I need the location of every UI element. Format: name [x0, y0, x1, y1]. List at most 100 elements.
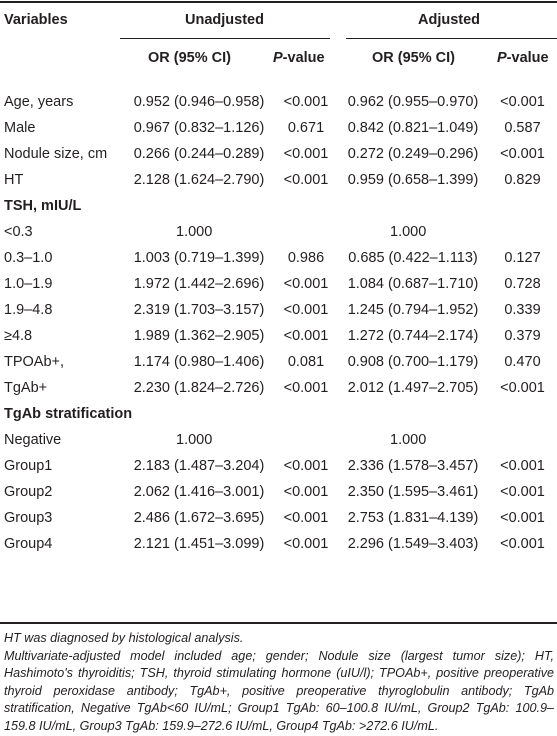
- header-unadjusted: Unadjusted: [185, 12, 264, 28]
- unadjusted-p-value: 0.081: [287, 354, 325, 370]
- table-row: Group4 2.121 (1.451–3.099) <0.001 2.296 (1.…: [0, 531, 557, 557]
- adjusted-p-value: <0.001: [500, 380, 545, 396]
- row-label: Group3: [4, 510, 53, 526]
- adjusted-or-ci: 0.842 (0.821–1.049): [347, 120, 479, 136]
- unadjusted-p-value: <0.001: [283, 172, 329, 188]
- unadjusted-p-value: <0.001: [283, 94, 329, 110]
- header-adjusted: Adjusted: [418, 12, 481, 28]
- unadjusted-p-value: <0.001: [283, 458, 329, 474]
- reference-row: Negative 1.000 1.000: [0, 427, 557, 453]
- section-heading: TSH, mIU/L: [4, 198, 82, 214]
- unadjusted-p-value: <0.001: [283, 484, 329, 500]
- row-label: Negative: [4, 432, 62, 448]
- adjusted-reference: 1.000: [390, 224, 427, 240]
- unadjusted-p-value: <0.001: [283, 536, 329, 552]
- unadjusted-underline: [120, 38, 330, 39]
- row-label: Age, years: [4, 94, 74, 110]
- row-label: Group4: [4, 536, 53, 552]
- adjusted-p-value: 0.339: [504, 302, 541, 318]
- header-or-ci-unadjusted: OR (95% CI): [148, 50, 231, 66]
- table-row: TPOAb+, 1.174 (0.980–1.406) 0.081 0.908 (0.…: [0, 349, 557, 375]
- adjusted-p-value: <0.001: [500, 536, 545, 552]
- unadjusted-or-ci: 1.174 (0.980–1.406): [133, 354, 265, 370]
- unadjusted-or-ci: 1.989 (1.362–2.905): [133, 328, 265, 344]
- table-row: 0.3–1.0 1.003 (0.719–1.399) 0.986 0.685 (0.…: [0, 245, 557, 271]
- adjusted-underline: [346, 38, 557, 39]
- unadjusted-p-value: <0.001: [283, 510, 329, 526]
- unadjusted-or-ci: 0.967 (0.832–1.126): [133, 120, 265, 136]
- unadjusted-or-ci: 1.972 (1.442–2.696): [133, 276, 265, 292]
- header-variables: Variables: [4, 12, 68, 28]
- footnote-1: HT was diagnosed by histological analysi…: [4, 631, 244, 645]
- adjusted-or-ci: 0.962 (0.955–0.970): [347, 94, 479, 110]
- unadjusted-or-ci: 2.183 (1.487–3.204): [133, 458, 265, 474]
- header-pvalue-unadjusted: P-value: [273, 50, 325, 66]
- table-row: Male 0.967 (0.832–1.126) 0.671 0.842 (0.821…: [0, 115, 557, 141]
- adjusted-p-value: <0.001: [500, 484, 545, 500]
- adjusted-p-value: 0.127: [504, 250, 541, 266]
- unadjusted-p-value: <0.001: [283, 302, 329, 318]
- unadjusted-p-value: <0.001: [283, 146, 329, 162]
- row-label: TgAb+: [4, 380, 48, 396]
- table-row: TgAb+ 2.230 (1.824–2.726) <0.001 2.012 (1.4…: [0, 375, 557, 401]
- table-row: Group1 2.183 (1.487–3.204) <0.001 2.336 (1.…: [0, 453, 557, 479]
- table-row: HT 2.128 (1.624–2.790) <0.001 0.959 (0.658–…: [0, 167, 557, 193]
- adjusted-or-ci: 0.272 (0.249–0.296): [347, 146, 479, 162]
- table-row: Group3 2.486 (1.672–3.695) <0.001 2.753 (1.…: [0, 505, 557, 531]
- adjusted-p-value: 0.829: [504, 172, 541, 188]
- unadjusted-p-value: 0.671: [287, 120, 325, 136]
- adjusted-or-ci: 1.084 (0.687–1.710): [347, 276, 479, 292]
- adjusted-p-value: <0.001: [500, 94, 545, 110]
- unadjusted-or-ci: 2.230 (1.824–2.726): [133, 380, 265, 396]
- odds-ratio-table: Age, years 0.952 (0.946–0.958) <0.001 0.962…: [0, 89, 557, 557]
- adjusted-p-value: 0.379: [504, 328, 541, 344]
- unadjusted-or-ci: 2.121 (1.451–3.099): [133, 536, 265, 552]
- table-row: ≥4.8 1.989 (1.362–2.905) <0.001 1.272 (0.74…: [0, 323, 557, 349]
- unadjusted-p-value: 0.986: [287, 250, 325, 266]
- adjusted-p-value: 0.728: [504, 276, 541, 292]
- row-label: ≥4.8: [4, 328, 33, 344]
- table-row: 1.9–4.8 2.319 (1.703–3.157) <0.001 1.245 (0…: [0, 297, 557, 323]
- table-top-rule: [0, 1, 557, 3]
- row-label: TPOAb+,: [4, 354, 65, 370]
- row-label: 1.9–4.8: [4, 302, 53, 318]
- table-row: 1.0–1.9 1.972 (1.442–2.696) <0.001 1.084 (0…: [0, 271, 557, 297]
- adjusted-p-value: <0.001: [500, 458, 545, 474]
- table-row: Group2 2.062 (1.416–3.001) <0.001 2.350 (1.…: [0, 479, 557, 505]
- adjusted-or-ci: 0.685 (0.422–1.113): [348, 250, 478, 266]
- adjusted-or-ci: 1.272 (0.744–2.174): [347, 328, 479, 344]
- header-or-ci-adjusted: OR (95% CI): [372, 50, 455, 66]
- table-row: Nodule size, cm 0.266 (0.244–0.289) <0.001…: [0, 141, 557, 167]
- unadjusted-p-value: <0.001: [283, 276, 329, 292]
- unadjusted-or-ci: 1.003 (0.719–1.399): [133, 250, 265, 266]
- table-footnotes: HT was diagnosed by histological analysi…: [4, 630, 554, 736]
- unadjusted-or-ci: 2.128 (1.624–2.790): [133, 172, 265, 188]
- adjusted-or-ci: 2.753 (1.831–4.139): [347, 510, 479, 526]
- unadjusted-p-value: <0.001: [283, 380, 329, 396]
- table-bottom-rule: [0, 622, 557, 624]
- unadjusted-or-ci: 0.266 (0.244–0.289): [133, 146, 265, 162]
- adjusted-reference: 1.000: [390, 432, 427, 448]
- adjusted-or-ci: 2.350 (1.595–3.461): [347, 484, 479, 500]
- unadjusted-or-ci: 2.062 (1.416–3.001): [133, 484, 265, 500]
- adjusted-or-ci: 2.296 (1.549–3.403): [347, 536, 479, 552]
- reference-row: <0.3 1.000 1.000: [0, 219, 557, 245]
- unadjusted-or-ci: 0.952 (0.946–0.958): [133, 94, 265, 110]
- adjusted-p-value: 0.470: [504, 354, 541, 370]
- row-label: 0.3–1.0: [4, 250, 53, 266]
- unadjusted-or-ci: 2.319 (1.703–3.157): [133, 302, 265, 318]
- table-row: Age, years 0.952 (0.946–0.958) <0.001 0.962…: [0, 89, 557, 115]
- unadjusted-or-ci: 2.486 (1.672–3.695): [133, 510, 265, 526]
- row-label: Nodule size, cm: [4, 146, 108, 162]
- adjusted-or-ci: 2.012 (1.497–2.705): [347, 380, 479, 396]
- unadjusted-p-value: <0.001: [283, 328, 329, 344]
- unadjusted-reference: 1.000: [176, 224, 213, 240]
- footnote-2: Multivariate-adjusted model included age…: [4, 648, 554, 733]
- adjusted-or-ci: 1.245 (0.794–1.952): [347, 302, 479, 318]
- adjusted-or-ci: 0.959 (0.658–1.399): [347, 172, 479, 188]
- unadjusted-reference: 1.000: [176, 432, 213, 448]
- section-row: TgAb stratification: [0, 401, 557, 427]
- adjusted-or-ci: 0.908 (0.700–1.179): [347, 354, 479, 370]
- header-pvalue-adjusted: P-value: [497, 50, 549, 66]
- adjusted-or-ci: 2.336 (1.578–3.457): [347, 458, 479, 474]
